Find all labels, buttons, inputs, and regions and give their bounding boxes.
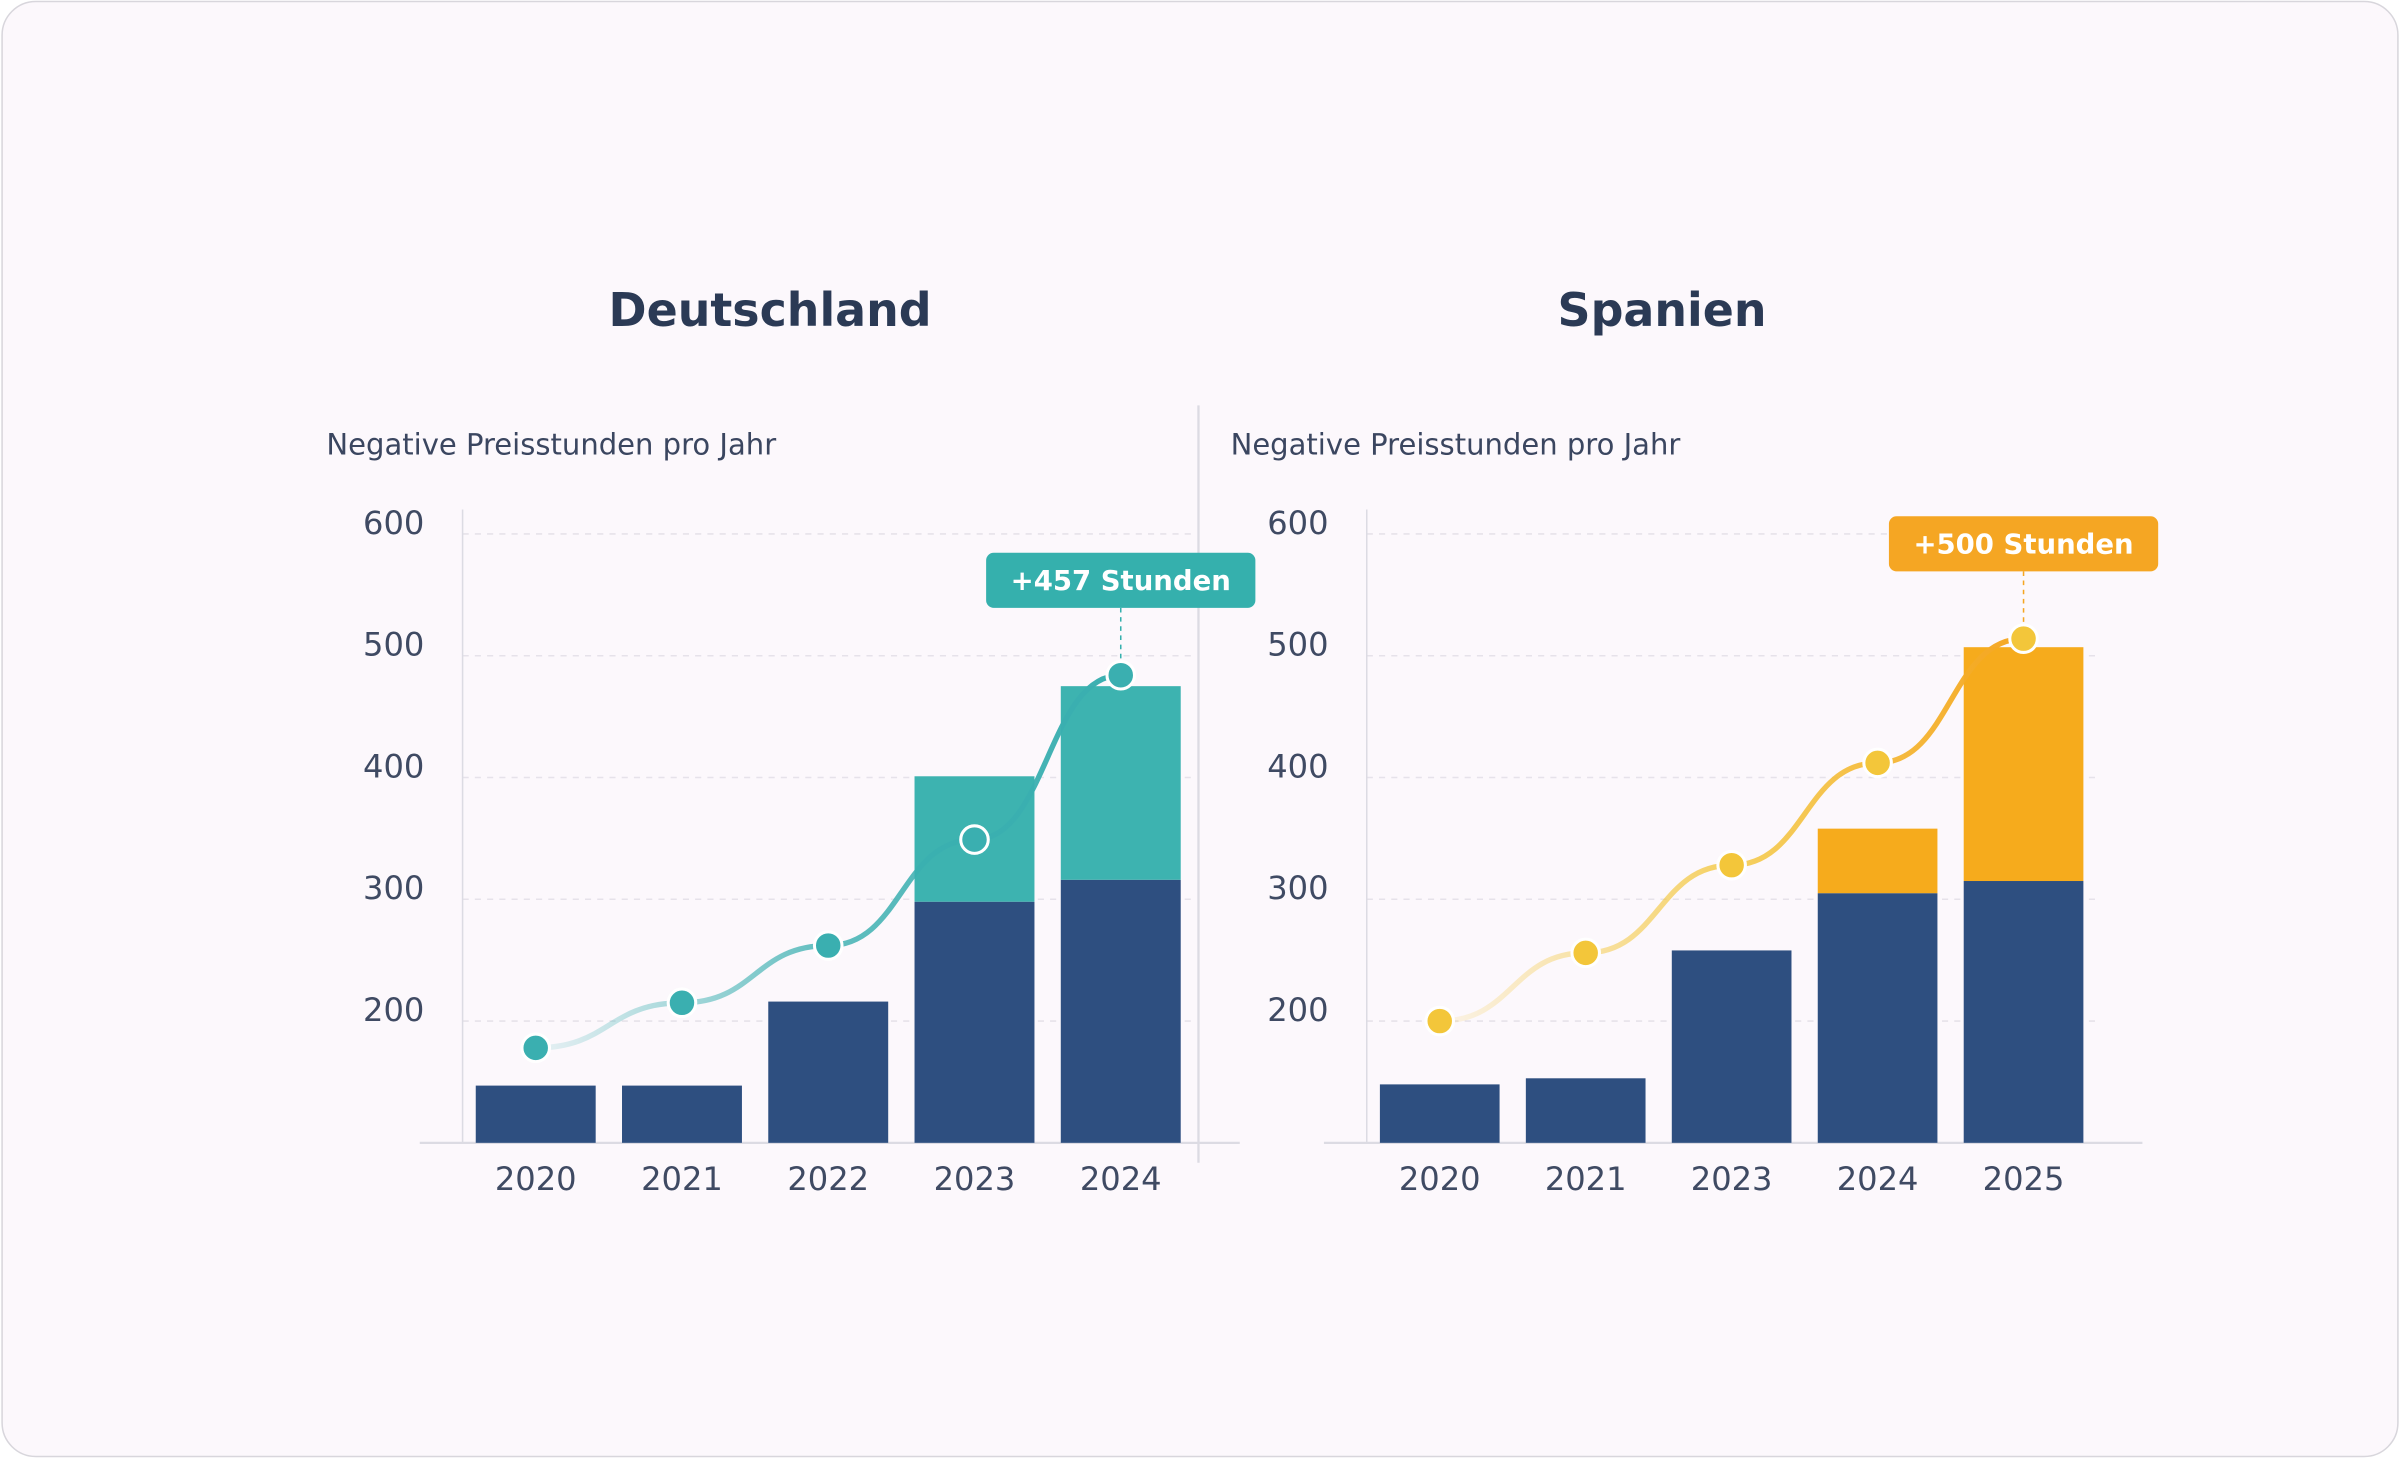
x-tick-label: 2020	[1399, 1160, 1481, 1198]
x-tick-label: 2021	[641, 1160, 723, 1198]
y-tick-label: 500	[363, 626, 424, 664]
bar-segment	[1963, 881, 2084, 1143]
bar-segment	[475, 1085, 596, 1143]
y-tick-label: 300	[1267, 869, 1328, 907]
x-tick-label: 2022	[787, 1160, 869, 1198]
y-tick-label: 200	[363, 991, 424, 1029]
trend-point	[1570, 937, 1601, 969]
trend-point	[2008, 623, 2039, 654]
x-tick-label: 2024	[1080, 1160, 1162, 1198]
y-tick-label: 200	[1267, 991, 1328, 1029]
x-tick-label: 2024	[1837, 1160, 1919, 1198]
bar-segment	[622, 1085, 742, 1143]
trend-point	[812, 930, 844, 961]
y-tick-label: 500	[1267, 626, 1328, 664]
chart-title: Spanien	[1558, 283, 1767, 337]
annotation: +457 Stunden	[1011, 565, 1231, 597]
x-tick-label: 2021	[1545, 1160, 1627, 1198]
annotation-box	[1888, 516, 2159, 572]
y-tick-label: 600	[1267, 504, 1328, 542]
bar-segment	[1060, 879, 1181, 1143]
bar-segment	[1525, 1078, 1646, 1143]
annotation-box	[986, 552, 1256, 608]
trend-point	[1862, 747, 1893, 779]
trend-point	[666, 987, 698, 1019]
y-tick-label: 300	[363, 869, 424, 907]
bar-segment	[1963, 647, 2084, 882]
trend-point	[1716, 849, 1747, 881]
trend-point	[959, 824, 990, 855]
bar-segment	[1817, 893, 1938, 1143]
annotation: +500 Stunden	[1913, 528, 2133, 560]
trend-point	[1424, 1005, 1456, 1037]
trend-point	[1105, 659, 1137, 691]
x-tick-label: 2023	[1691, 1160, 1773, 1198]
bar-segment	[768, 1001, 889, 1143]
trend-line	[533, 672, 1124, 1051]
y-tick-label: 400	[1267, 747, 1328, 785]
bar-segment	[914, 901, 1035, 1143]
bar-segment	[1379, 1084, 1500, 1143]
chart-title: Deutschland	[609, 283, 932, 337]
y-axis-label: Negative Preisstunden pro Jahr	[326, 428, 776, 462]
x-tick-label: 2020	[495, 1160, 577, 1198]
y-tick-label: 600	[363, 504, 424, 542]
trend-point	[520, 1032, 552, 1064]
bar-segment	[1817, 828, 1938, 894]
x-tick-label: 2023	[934, 1160, 1016, 1198]
x-tick-label: 2025	[1983, 1160, 2065, 1198]
bar-segment	[1671, 950, 1792, 1143]
y-axis-label: Negative Preisstunden pro Jahr	[1231, 428, 1681, 462]
bar-segment	[1060, 686, 1181, 880]
y-tick-label: 400	[363, 747, 424, 785]
